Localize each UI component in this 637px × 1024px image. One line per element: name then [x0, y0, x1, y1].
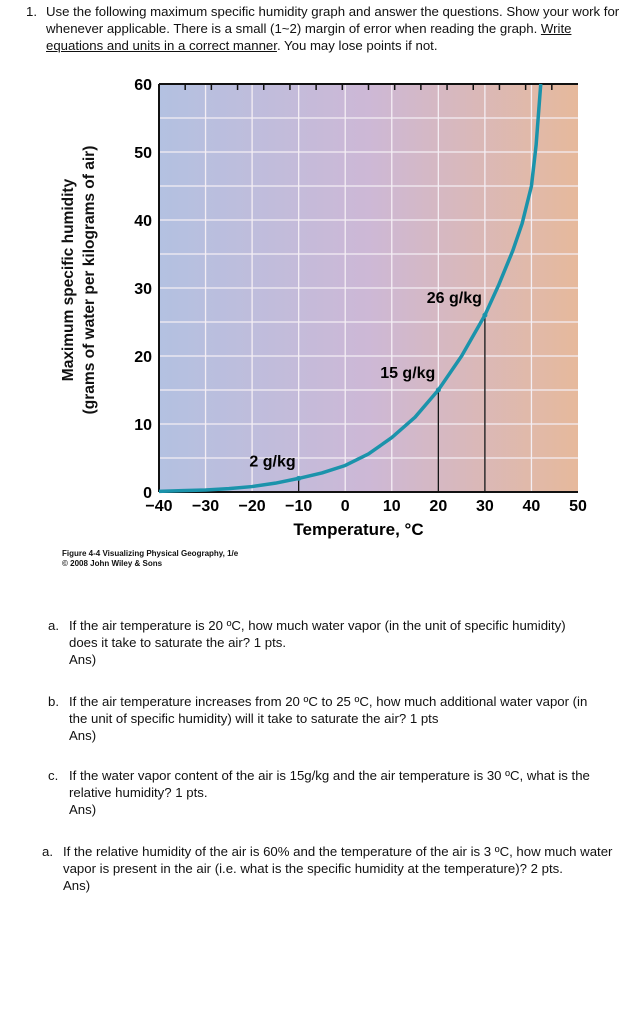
subquestion-text: If the water vapor content of the air is…: [69, 768, 590, 800]
x-tick-label: 40: [523, 498, 541, 515]
x-tick-label: −30: [192, 498, 219, 515]
question-1: 1. Use the following maximum specific hu…: [26, 3, 621, 54]
subquestion-label: a.: [42, 844, 53, 859]
humidity-chart: 0 10 20 30 40 50 60 −40 −30 −20 −10 0 10 20 30 40 50 Temp…: [134, 77, 587, 539]
subquestion-text: If the relative humidity of the air is 6…: [63, 844, 613, 876]
answer-label: Ans): [63, 878, 91, 893]
annotation-point: [435, 387, 441, 393]
y-axis-label: Maximum specific humidity (grams of wate…: [58, 120, 100, 440]
x-tick-label: 50: [569, 498, 587, 515]
y-tick-label: 30: [134, 281, 152, 298]
y-axis-label-line2: (grams of water per kilograms of air): [81, 145, 98, 415]
question-number: 1.: [26, 4, 37, 19]
x-tick-label: −10: [285, 498, 312, 515]
x-tick-label: 10: [383, 498, 401, 515]
annotation-point: [482, 312, 488, 318]
subquestion: b. If the air temperature increases from …: [48, 693, 599, 744]
x-tick-label: 30: [476, 498, 494, 515]
subquestion-label: a.: [48, 618, 59, 633]
annotation-label: 26 g/kg: [427, 290, 482, 307]
y-tick-label: 60: [134, 77, 152, 94]
caption-line1: Figure 4-4 Visualizing Physical Geograph…: [62, 549, 239, 558]
question-underlined: Write equations and units in a correct m…: [46, 21, 572, 53]
y-tick-label: 50: [134, 145, 152, 162]
x-axis-label: Temperature, °C: [293, 520, 423, 539]
subquestion: a. If the air temperature is 20 ºC, how m…: [48, 617, 589, 668]
answer-label: Ans): [69, 802, 97, 817]
annotation-label: 15 g/kg: [380, 365, 435, 382]
answer-label: Ans): [69, 652, 97, 667]
caption-line2: © 2008 John Wiley & Sons: [62, 559, 163, 568]
grid: [159, 84, 578, 492]
y-tick-label: 0: [143, 485, 152, 502]
question-text-end: . You may lose points if not.: [276, 38, 438, 53]
subquestion-label: b.: [48, 694, 59, 709]
x-tick-label: 0: [341, 498, 350, 515]
x-tick-label: −40: [145, 498, 172, 515]
annotation-point: [296, 475, 302, 481]
y-tick-label: 20: [134, 349, 152, 366]
x-tick-label: 20: [429, 498, 447, 515]
y-tick-label: 10: [134, 417, 152, 434]
figure-caption: Figure 4-4 Visualizing Physical Geograph…: [62, 549, 238, 569]
x-tick-label: −20: [239, 498, 266, 515]
question-text: Use the following maximum specific humid…: [46, 4, 620, 36]
subquestion-text: If the air temperature increases from 20…: [69, 694, 588, 726]
annotation-label: 2 g/kg: [249, 453, 295, 470]
subquestion-label: c.: [48, 768, 59, 783]
subquestion: a. If the relative humidity of the air is…: [42, 843, 623, 894]
y-axis-label-line1: Maximum specific humidity: [60, 178, 77, 382]
y-tick-label: 40: [134, 213, 152, 230]
subquestion: c. If the water vapor content of the air …: [48, 767, 629, 818]
subquestion-text: If the air temperature is 20 ºC, how muc…: [69, 618, 566, 650]
answer-label: Ans): [69, 728, 97, 743]
